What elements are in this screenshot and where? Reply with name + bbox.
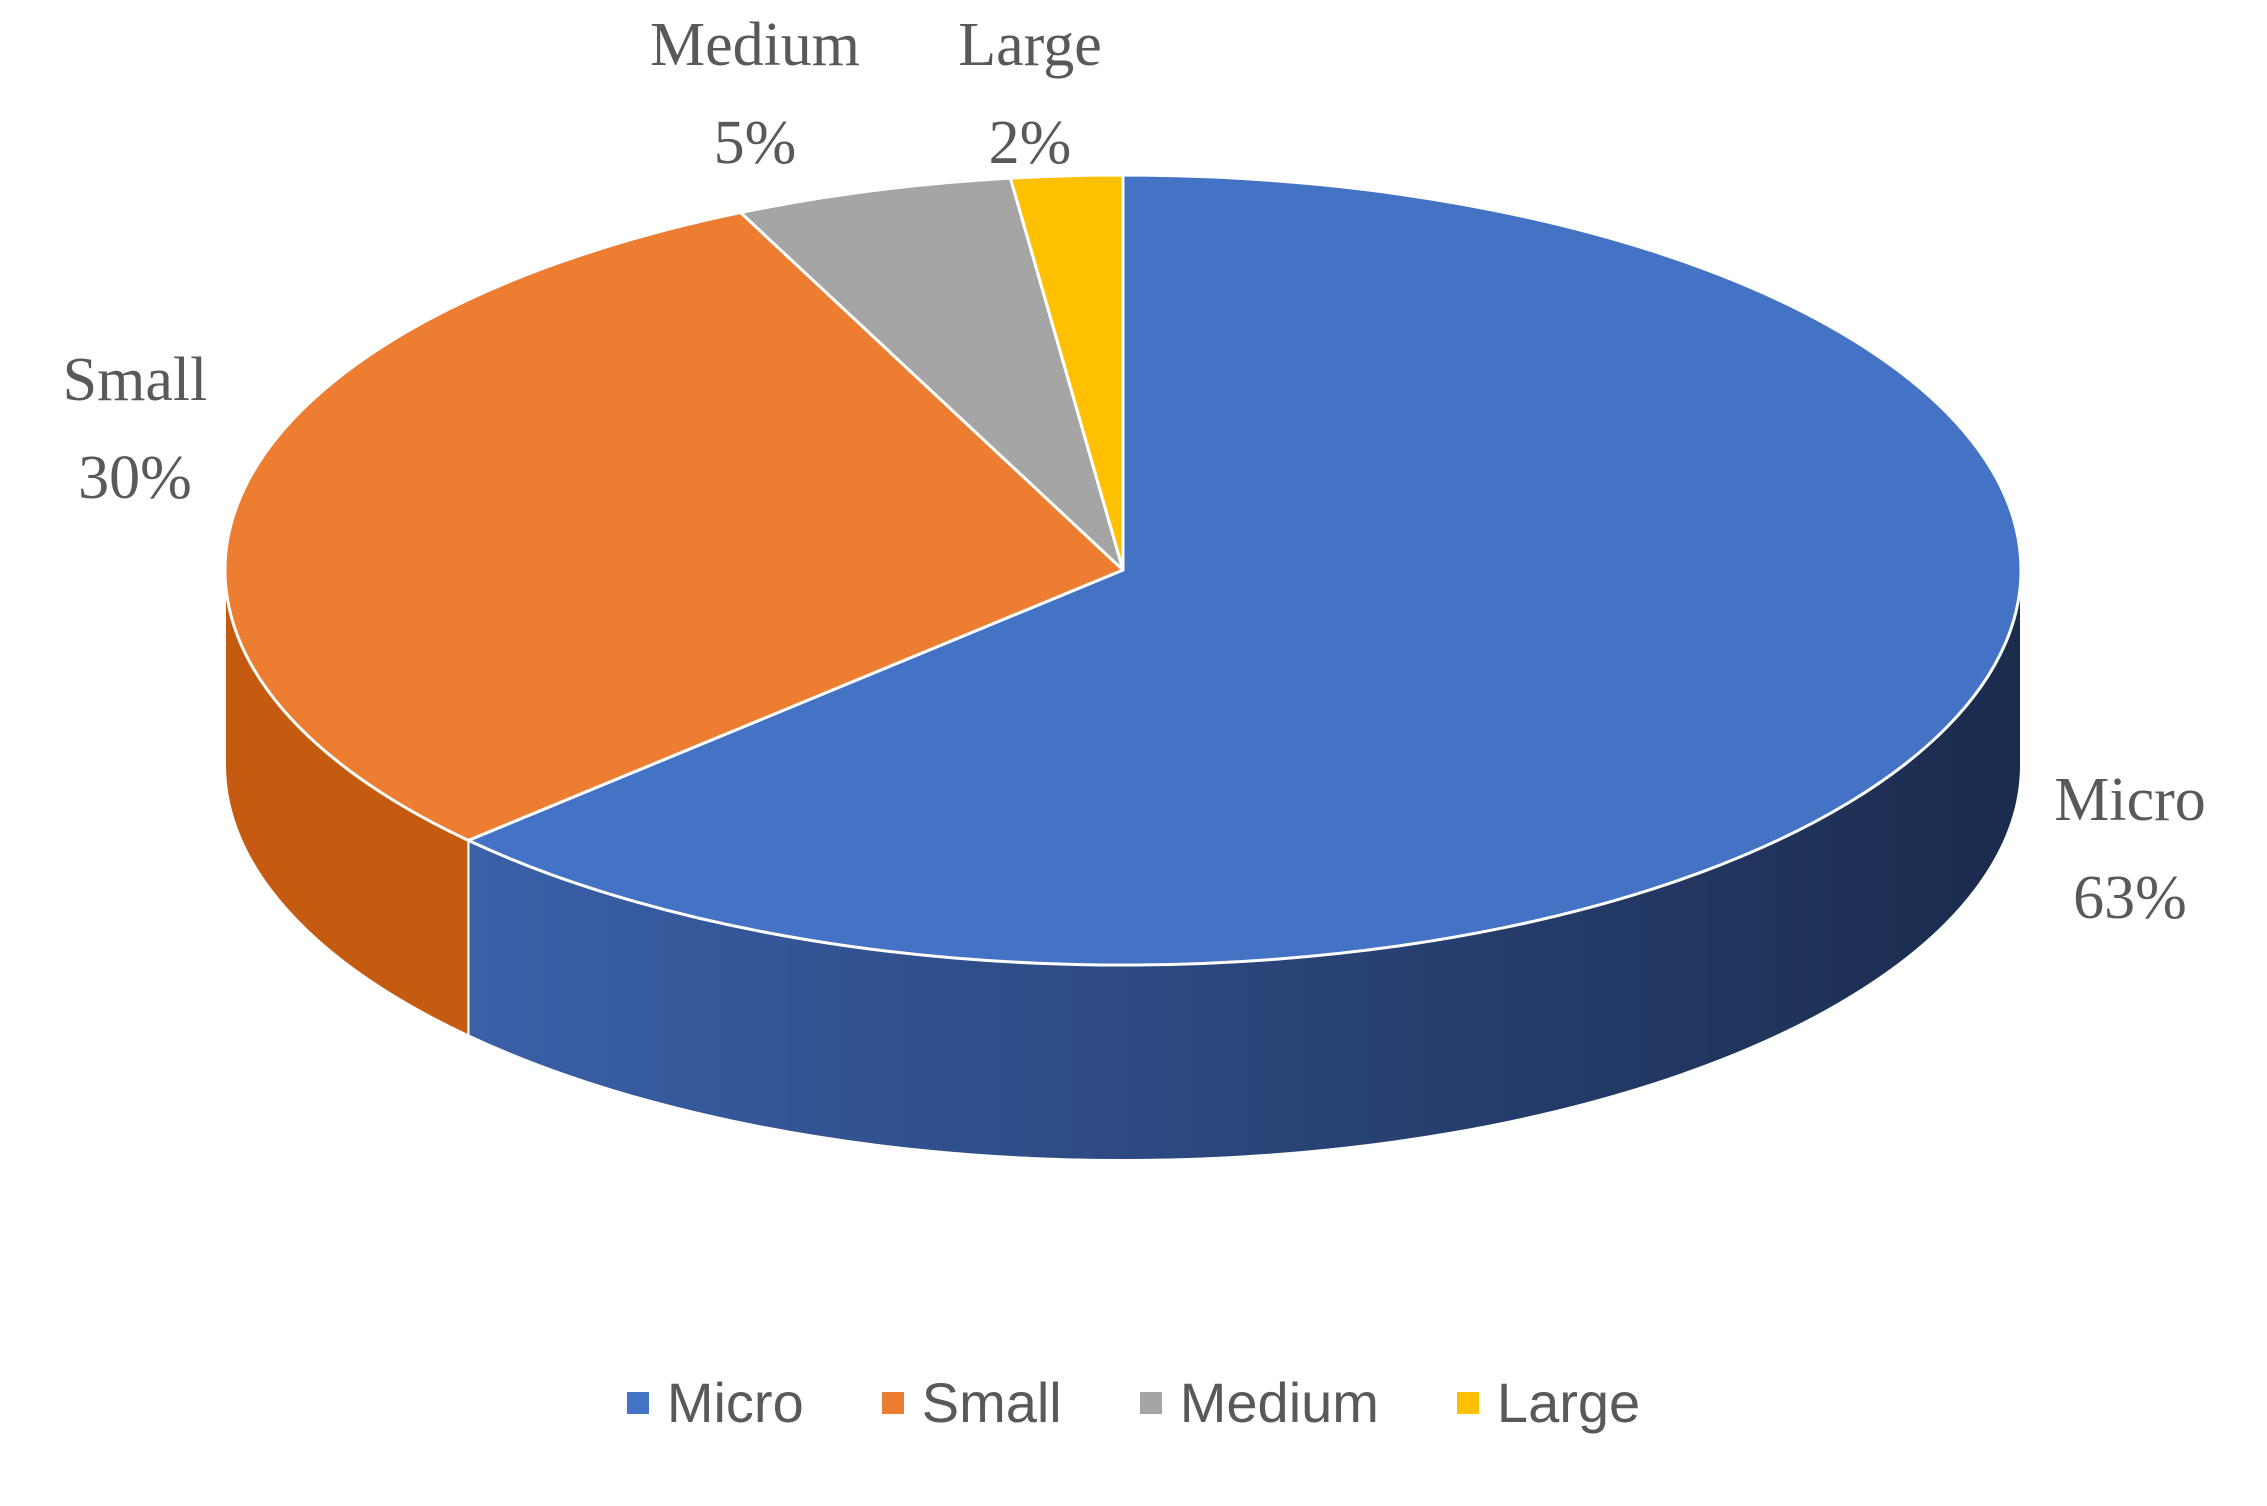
data-label-category: Small: [63, 346, 208, 414]
legend-swatch: [626, 1391, 649, 1414]
slice-large[interactable]: [1008, 173, 1125, 572]
data-label-value: 5%: [714, 109, 797, 177]
data-label-small: Small 30%: [63, 346, 208, 512]
data-label-value: 63%: [2073, 864, 2187, 932]
slice-medium[interactable]: [739, 176, 1125, 572]
legend-label: Medium: [1179, 1371, 1379, 1434]
slice-small[interactable]: [223, 211, 1125, 842]
data-label-micro: Micro 63%: [2054, 766, 2206, 932]
legend-label: Micro: [666, 1371, 804, 1434]
legend-swatch: [1139, 1391, 1162, 1414]
pie-slices: [223, 173, 2023, 967]
data-label-category: Micro: [2054, 766, 2206, 834]
data-label-value: 30%: [78, 444, 192, 512]
data-label-large: Large 2%: [958, 11, 1101, 177]
legend-swatch: [881, 1391, 904, 1414]
slice-micro[interactable]: [466, 173, 2023, 967]
legend-item-large[interactable]: Large: [1456, 1370, 1641, 1435]
data-label-value: 2%: [989, 109, 1072, 177]
legend-item-small[interactable]: Small: [881, 1370, 1062, 1435]
data-labels: Micro 63% Small 30% Medium 5% Large 2%: [63, 11, 2206, 932]
legend-swatch: [1456, 1391, 1479, 1414]
legend: Micro Small Medium Large: [0, 1370, 2267, 1435]
data-label-category: Large: [958, 11, 1101, 79]
legend-item-medium[interactable]: Medium: [1139, 1370, 1379, 1435]
legend-label: Large: [1496, 1371, 1641, 1434]
legend-item-micro[interactable]: Micro: [626, 1370, 804, 1435]
data-label-medium: Medium 5%: [650, 11, 860, 177]
legend-label: Small: [921, 1371, 1062, 1434]
data-label-category: Medium: [650, 11, 860, 79]
